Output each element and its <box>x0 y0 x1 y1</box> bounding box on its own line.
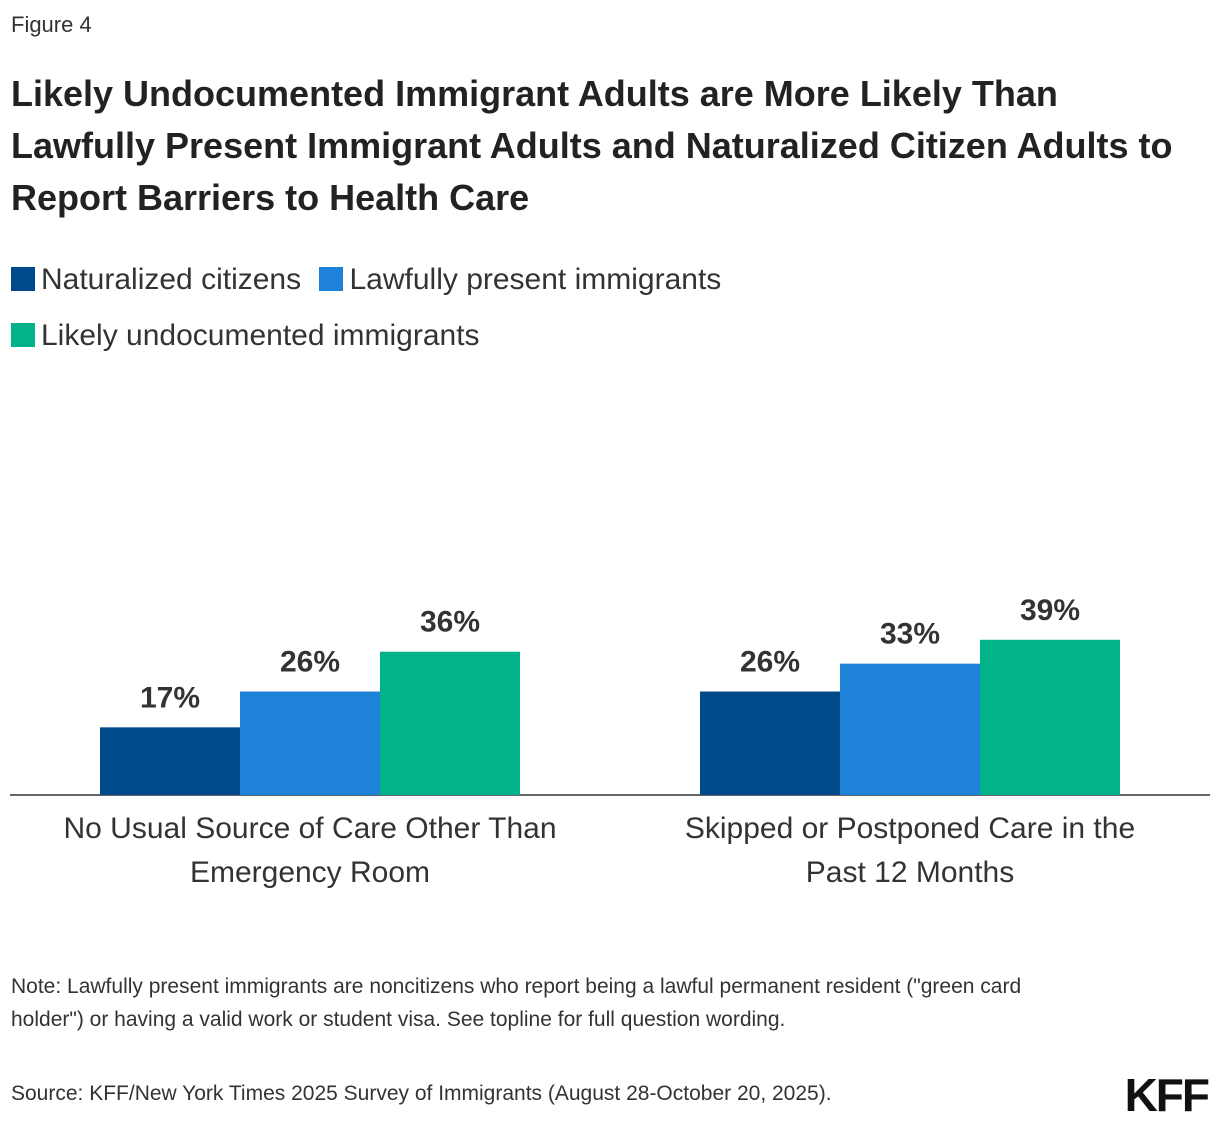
bar-0-2 <box>380 651 520 795</box>
source-text: Source: KFF/New York Times 2025 Survey o… <box>11 1082 832 1105</box>
legend-swatch-undocumented <box>11 323 35 347</box>
legend-label-undocumented: Likely undocumented immigrants <box>41 319 480 352</box>
bar-0-1 <box>240 691 380 795</box>
data-label-1-1: 33% <box>880 618 940 651</box>
data-label-0-0: 17% <box>140 681 200 714</box>
category-label-0-1: Emergency Room <box>190 856 430 889</box>
legend-item-undocumented: Likely undocumented immigrants <box>11 319 480 352</box>
category-label-1-0: Skipped or Postponed Care in the <box>685 812 1135 845</box>
legend-swatch-lawful <box>319 267 344 291</box>
legend-label-lawful: Lawfully present immigrants <box>349 263 722 296</box>
data-label-0-2: 36% <box>420 606 480 639</box>
bar-chart: 17% 26% 36% No Usual Source of Care Other T… <box>10 594 1210 889</box>
note-text: Note: Lawfully present immigrants are no… <box>11 975 1022 1031</box>
data-label-1-2: 39% <box>1020 594 1080 627</box>
figure-label: Figure 4 <box>11 12 92 37</box>
legend-item-naturalized: Naturalized citizens <box>11 263 301 296</box>
category-label-1-1: Past 12 Months <box>806 856 1014 889</box>
legend-label-naturalized: Naturalized citizens <box>41 263 302 296</box>
kff-logo: KFF <box>1124 1069 1210 1121</box>
bar-1-2 <box>980 639 1120 795</box>
legend: Naturalized citizens Lawfully present im… <box>11 252 1211 364</box>
chart-title: Likely Undocumented Immigrant Adults are… <box>11 73 1173 218</box>
bar-1-0 <box>700 691 840 795</box>
legend-item-lawful: Lawfully present immigrants <box>319 263 721 296</box>
category-label-0-0: No Usual Source of Care Other Than <box>63 812 556 845</box>
data-label-0-1: 26% <box>280 646 340 679</box>
data-label-1-0: 26% <box>740 646 800 679</box>
bar-1-1 <box>840 663 980 795</box>
legend-swatch-naturalized <box>11 267 35 291</box>
bar-0-0 <box>100 727 240 795</box>
